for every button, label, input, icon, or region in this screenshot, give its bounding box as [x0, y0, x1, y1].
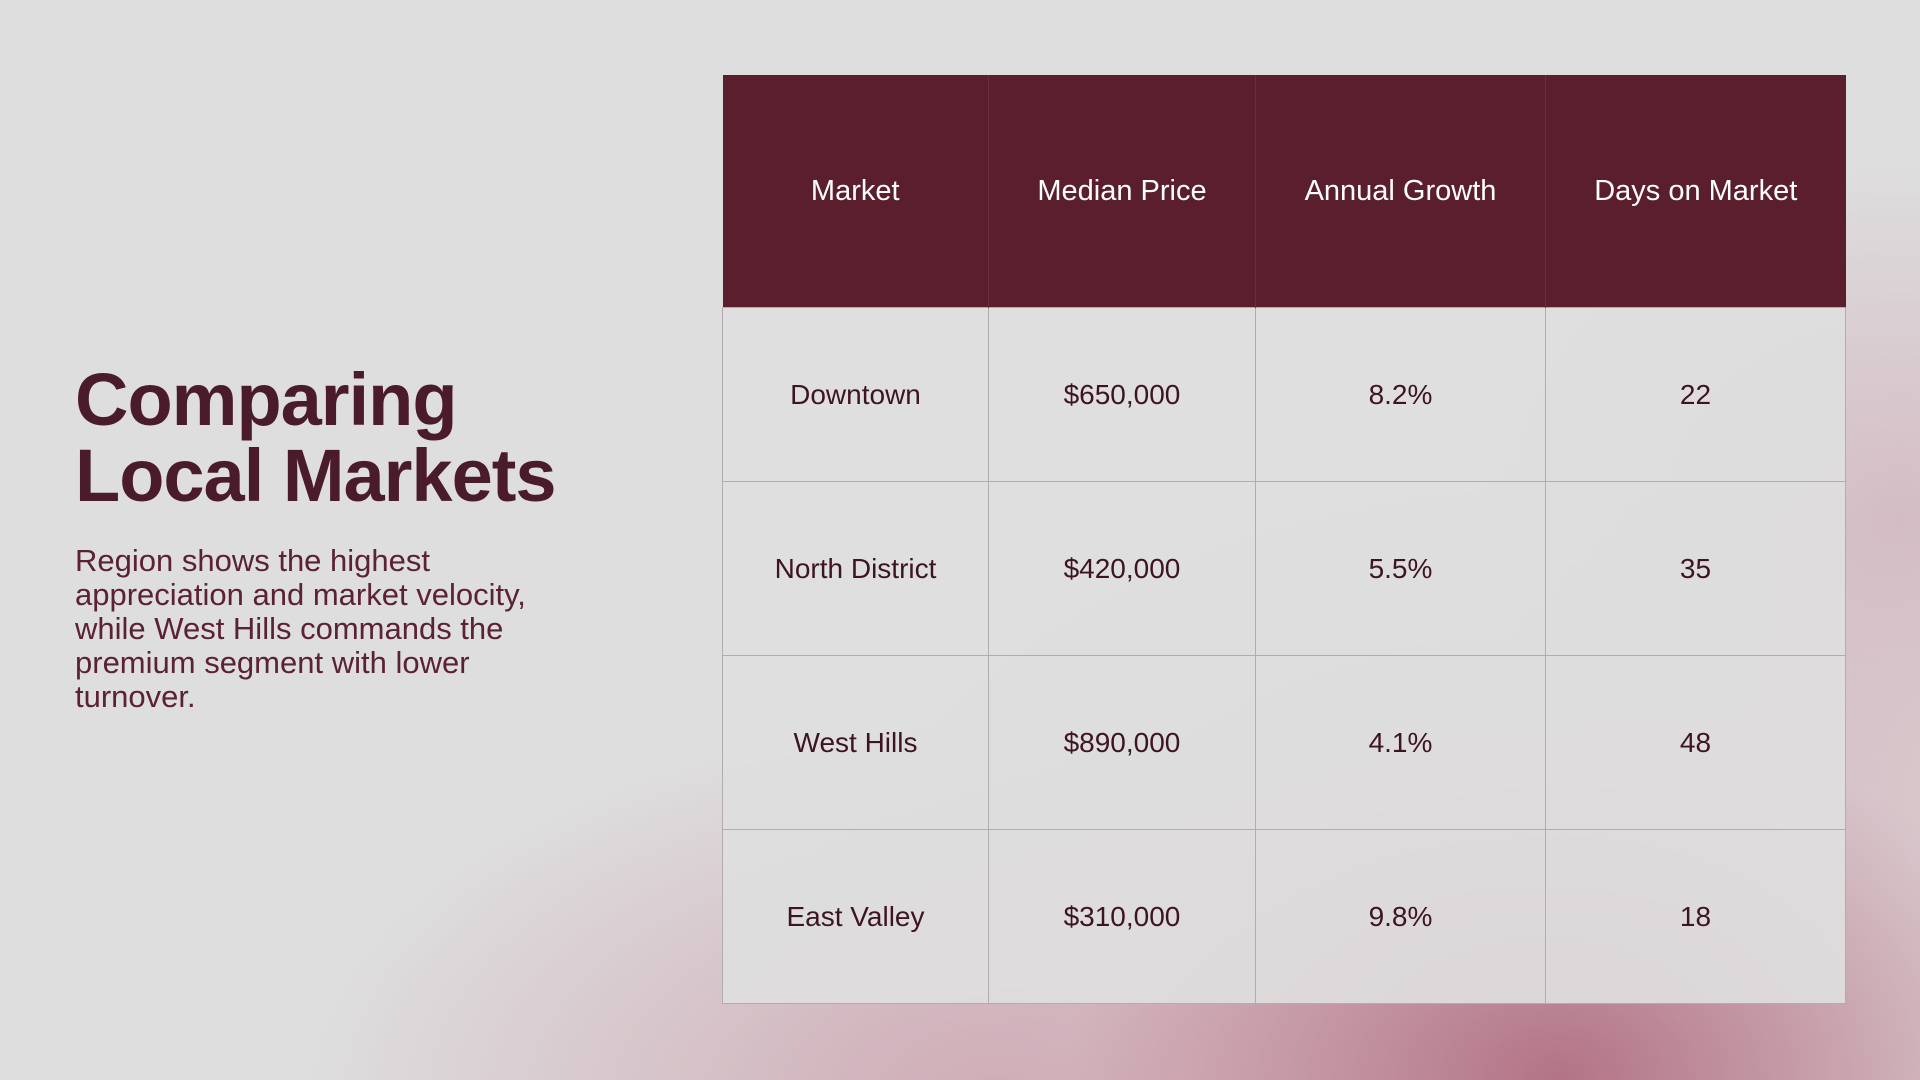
table-row: Downtown $650,000 8.2% 22: [722, 307, 1846, 482]
header-median-price: Median Price: [988, 75, 1256, 308]
cell-median-price: $890,000: [988, 655, 1256, 830]
cell-market: North District: [722, 481, 989, 656]
intro-panel: Comparing Local Markets Region shows the…: [75, 362, 635, 714]
slide-title: Comparing Local Markets: [75, 362, 635, 514]
cell-market: East Valley: [722, 829, 989, 1004]
market-comparison-table: Market Median Price Annual Growth Days o…: [722, 75, 1846, 1004]
table-row: North District $420,000 5.5% 35: [722, 481, 1846, 656]
cell-market: West Hills: [722, 655, 989, 830]
cell-annual-growth: 8.2%: [1255, 307, 1546, 482]
cell-days-on-market: 22: [1545, 307, 1846, 482]
table-body: Downtown $650,000 8.2% 22 North District…: [722, 307, 1846, 1004]
cell-annual-growth: 4.1%: [1255, 655, 1546, 830]
table-row: East Valley $310,000 9.8% 18: [722, 829, 1846, 1004]
title-line-1: Comparing: [75, 358, 458, 441]
cell-days-on-market: 18: [1545, 829, 1846, 1004]
cell-annual-growth: 5.5%: [1255, 481, 1546, 656]
header-market: Market: [722, 75, 989, 308]
header-row: Market Median Price Annual Growth Days o…: [722, 75, 1846, 308]
cell-median-price: $310,000: [988, 829, 1256, 1004]
slide-subtitle: Region shows the highest appreciation an…: [75, 543, 526, 714]
cell-days-on-market: 48: [1545, 655, 1846, 830]
title-line-2: Local Markets: [75, 434, 557, 517]
header-days-on-market: Days on Market: [1545, 75, 1846, 308]
cell-market: Downtown: [722, 307, 989, 482]
cell-days-on-market: 35: [1545, 481, 1846, 656]
cell-median-price: $420,000: [988, 481, 1256, 656]
table-row: West Hills $890,000 4.1% 48: [722, 655, 1846, 830]
table-header: Market Median Price Annual Growth Days o…: [722, 75, 1846, 308]
cell-median-price: $650,000: [988, 307, 1256, 482]
header-annual-growth: Annual Growth: [1255, 75, 1546, 308]
cell-annual-growth: 9.8%: [1255, 829, 1546, 1004]
